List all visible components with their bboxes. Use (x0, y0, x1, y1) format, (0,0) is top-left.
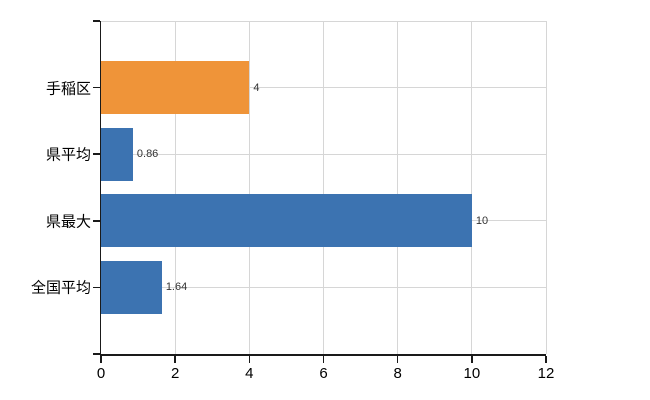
y-axis-tick (92, 220, 100, 222)
bar-value-label: 10 (475, 214, 489, 227)
x-axis-tick-label: 4 (245, 365, 254, 382)
x-axis-tick (100, 355, 102, 363)
y-axis-tick (92, 86, 100, 89)
x-axis-tick-label: 10 (463, 365, 481, 382)
x-axis-tick-label: 0 (96, 365, 106, 382)
bar-value-label: 0.86 (136, 148, 159, 161)
gridline-vertical (397, 21, 399, 354)
gridline-vertical (545, 21, 547, 354)
y-axis-label: 手稲区 (45, 80, 91, 98)
y-axis-tick (92, 153, 100, 155)
x-axis-tick-label: 12 (537, 365, 555, 382)
x-axis-tick-label: 2 (170, 365, 180, 382)
x-axis-tick-label: 6 (319, 365, 328, 382)
x-axis-tick (471, 355, 473, 363)
chart-bar (101, 260, 162, 314)
bar-value-label: 1.64 (165, 281, 188, 294)
x-axis-tick-label: 8 (393, 365, 402, 382)
gridline-vertical (323, 21, 324, 354)
x-axis-tick (248, 355, 251, 363)
x-axis-tick (545, 355, 547, 363)
bar-value-label: 4 (253, 81, 260, 94)
y-axis-line (99, 21, 101, 356)
x-axis-tick (174, 355, 176, 363)
y-axis-label: 県平均 (45, 146, 91, 164)
chart-bar (101, 127, 133, 181)
y-axis-label: 県最大 (45, 213, 91, 231)
y-axis-tick (92, 286, 100, 289)
gridline-vertical (248, 21, 250, 354)
x-axis-tick (396, 355, 399, 363)
y-axis-tick (92, 353, 100, 355)
chart-bar (101, 61, 250, 115)
chart-bar (101, 194, 472, 248)
gridline-vertical (174, 21, 176, 354)
x-axis-tick (322, 355, 325, 363)
gridline-vertical (471, 21, 473, 354)
y-axis-tick (92, 20, 100, 22)
x-axis-line (99, 354, 546, 356)
y-axis-label: 全国平均 (30, 279, 91, 297)
